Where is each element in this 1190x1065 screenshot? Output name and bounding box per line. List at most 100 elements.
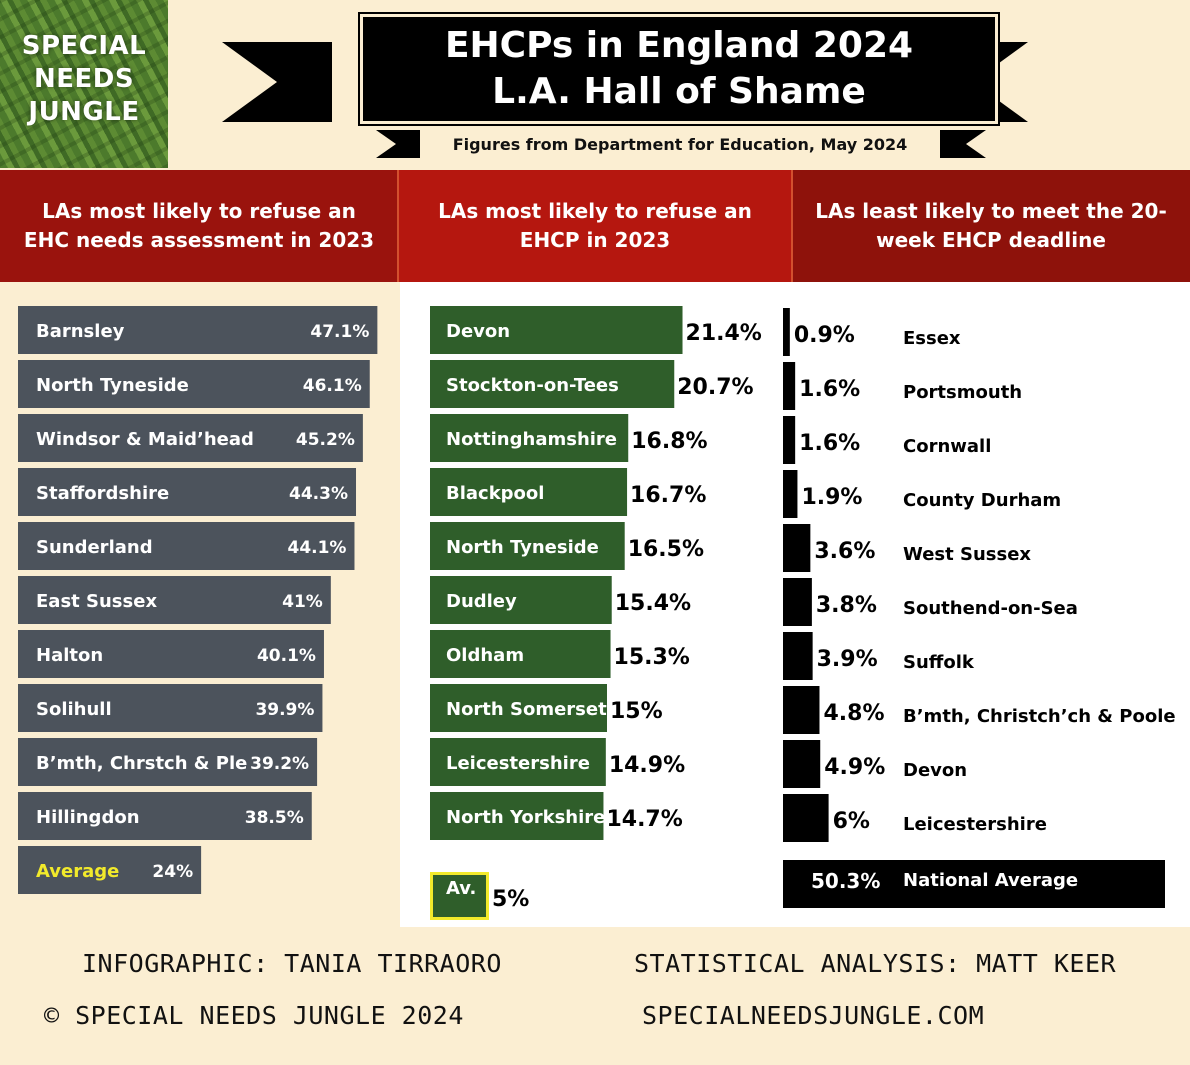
data-label: 15.4% <box>615 591 691 616</box>
category-label: Solihull <box>36 699 112 720</box>
bar <box>783 470 798 518</box>
page-title: EHCPs in England 2024 <box>444 25 914 66</box>
category-label: Devon <box>903 760 967 781</box>
bar <box>18 576 331 624</box>
bar <box>430 792 604 840</box>
data-label: 15% <box>610 699 663 724</box>
data-label: 21.4% <box>686 321 762 346</box>
category-label: East Sussex <box>36 591 157 612</box>
analysis-credit: STATISTICAL ANALYSIS: MATT KEER <box>634 949 1117 978</box>
category-label: Southend-on-Sea <box>903 598 1078 619</box>
header-divider <box>791 170 793 282</box>
category-label: Devon <box>446 321 510 342</box>
footer: INFOGRAPHIC: TANIA TIRRAORO STATISTICAL … <box>0 927 1190 1065</box>
category-label: Oldham <box>446 645 524 666</box>
category-label: Suffolk <box>903 652 975 673</box>
data-label: 1.6% <box>799 377 860 402</box>
data-label: 14.9% <box>609 753 685 778</box>
website-link[interactable]: SPECIALNEEDSJUNGLE.COM <box>642 1001 985 1030</box>
bar <box>783 794 829 842</box>
bar <box>783 416 796 464</box>
data-label: 16.8% <box>631 429 707 454</box>
category-label: National Average <box>903 870 1078 891</box>
category-label: Staffordshire <box>36 483 169 504</box>
category-label: West Sussex <box>903 544 1031 565</box>
category-label: Leicestershire <box>903 814 1047 835</box>
logo-line-2: NEEDS <box>33 64 135 94</box>
category-label: Blackpool <box>446 483 544 504</box>
bar <box>18 846 202 894</box>
category-label: North Somerset <box>446 699 607 720</box>
header-divider <box>397 170 399 282</box>
category-label: Hillingdon <box>36 807 140 828</box>
bar <box>430 630 611 678</box>
bar <box>783 860 1165 908</box>
chart-ehcp-refusals: Devon 21.4% Stockton-on-Tees 20.7% Nottingha… <box>430 306 762 920</box>
data-label: 0.9% <box>794 323 855 348</box>
bar <box>783 362 796 410</box>
category-label: Sunderland <box>36 537 153 558</box>
data-label: 1.6% <box>799 431 860 456</box>
column-header-deadline: LAs least likely to meet the 20-week EHC… <box>792 170 1190 282</box>
chart-20-week-deadline: 0.9% Essex 1.6% Portsmouth 1.6% Cornwall 1.9% C… <box>783 308 1176 908</box>
bar <box>430 414 629 462</box>
logo-line-1: SPECIAL <box>21 31 147 61</box>
category-label: North Tyneside <box>36 375 189 396</box>
infographic-credit: INFOGRAPHIC: TANIA TIRRAORO <box>82 949 502 978</box>
data-label: 4.9% <box>824 755 885 780</box>
bar <box>18 738 318 786</box>
category-label: Average <box>36 861 119 882</box>
bar <box>430 576 612 624</box>
category-label: Barnsley <box>36 321 125 342</box>
bar <box>18 306 378 354</box>
bar <box>18 360 370 408</box>
data-label: 44.1% <box>287 538 346 558</box>
category-label: Nottinghamshire <box>446 429 617 450</box>
data-label: 38.5% <box>245 808 304 828</box>
data-label: 39.2% <box>250 754 309 774</box>
bar <box>783 578 812 626</box>
bar <box>430 360 675 408</box>
bar <box>18 684 323 732</box>
data-label: 4.8% <box>823 701 884 726</box>
data-label: 24% <box>152 862 193 882</box>
data-label: 50.3% <box>811 869 880 893</box>
bar <box>18 468 357 516</box>
logo-line-3: JUNGLE <box>28 97 140 127</box>
copyright: © SPECIAL NEEDS JUNGLE 2024 <box>44 1001 464 1030</box>
bar <box>783 632 813 680</box>
category-label: Av. <box>446 878 476 899</box>
data-label: 16.7% <box>630 483 706 508</box>
data-label: 41% <box>282 592 323 612</box>
data-label: 46.1% <box>303 376 362 396</box>
category-label: Portsmouth <box>903 382 1022 403</box>
bar <box>18 792 312 840</box>
data-label: 6% <box>833 809 870 834</box>
category-label: Leicestershire <box>446 753 590 774</box>
bar <box>430 468 628 516</box>
data-label: 3.8% <box>816 593 877 618</box>
data-label: 47.1% <box>310 322 369 342</box>
bar <box>430 306 683 354</box>
bar <box>430 872 489 920</box>
data-label: 3.9% <box>817 647 878 672</box>
category-label: Cornwall <box>903 436 991 457</box>
bar <box>18 522 355 570</box>
chart-assessment-refusals: Barnsley 47.1% North Tyneside 46.1% Windsor … <box>18 306 378 894</box>
bar <box>430 684 607 732</box>
category-label: Halton <box>36 645 103 666</box>
category-label: B’mth, Christch’ch & Poole <box>903 706 1176 727</box>
bar <box>430 522 625 570</box>
data-label: 45.2% <box>296 430 355 450</box>
category-label: B’mth, Chrstch & Ple <box>36 753 247 774</box>
bar <box>430 738 606 786</box>
logo: SPECIAL NEEDS JUNGLE <box>0 0 168 168</box>
bar <box>783 524 811 572</box>
category-label: Stockton-on-Tees <box>446 375 619 396</box>
data-label: 44.3% <box>289 484 348 504</box>
category-label: Dudley <box>446 591 517 612</box>
bar <box>783 308 790 356</box>
data-label: 1.9% <box>801 485 862 510</box>
data-label: 15.3% <box>614 645 690 670</box>
logo-text: SPECIAL NEEDS JUNGLE <box>0 30 168 129</box>
